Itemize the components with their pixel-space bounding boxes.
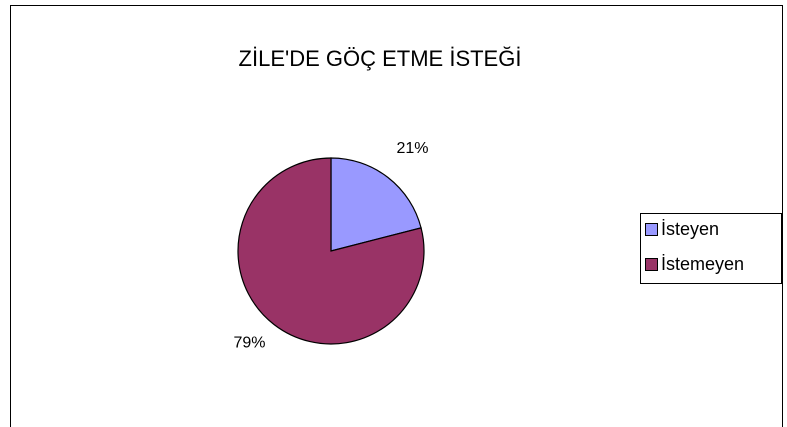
pie-slice [237, 157, 425, 345]
chart-title: ZİLE'DE GÖÇ ETME İSTEĞİ [239, 46, 522, 71]
legend-label: İsteyen [661, 219, 719, 239]
legend-box [640, 213, 782, 284]
pie-slice [330, 157, 422, 252]
data-label: 21% [397, 140, 429, 157]
legend-swatch [645, 258, 658, 271]
data-label: 79% [233, 334, 265, 351]
legend-label: İstemeyen [661, 254, 744, 274]
legend-swatch [645, 223, 658, 236]
